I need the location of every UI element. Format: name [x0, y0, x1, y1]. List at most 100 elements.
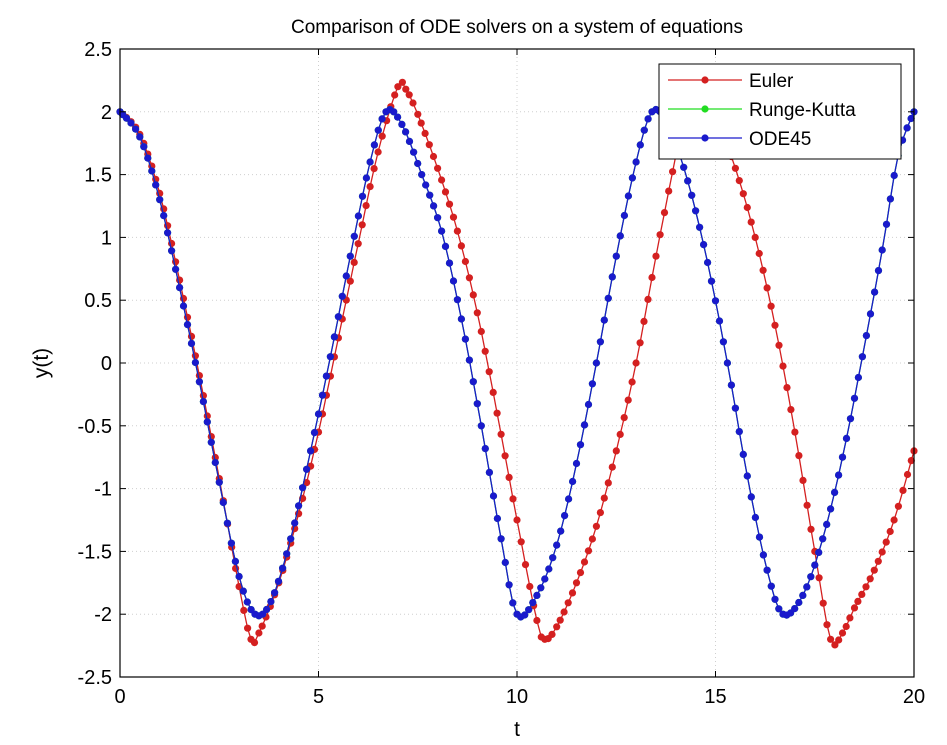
data-point-ode45 — [600, 316, 608, 324]
data-point-ode45 — [731, 404, 740, 412]
x-tick-label: 10 — [506, 686, 528, 708]
data-point-ode45 — [136, 133, 144, 141]
data-point-ode45 — [465, 356, 473, 364]
data-point-ode45 — [569, 477, 577, 486]
data-point-ode45 — [576, 441, 585, 449]
data-point-euler — [250, 639, 259, 647]
data-point-ode45 — [501, 558, 509, 567]
data-point-ode45 — [775, 605, 783, 613]
data-point-ode45 — [430, 202, 438, 210]
data-point-ode45 — [426, 191, 434, 199]
data-point-euler — [807, 525, 815, 533]
data-point-euler — [600, 494, 608, 502]
data-point-ode45 — [719, 338, 728, 346]
y-tick-label: 0 — [101, 353, 112, 375]
data-point-ode45 — [473, 400, 481, 408]
data-point-euler — [526, 582, 534, 591]
data-point-ode45 — [263, 605, 271, 614]
data-point-ode45 — [390, 108, 398, 116]
y-tick-label: -1 — [94, 479, 112, 501]
data-point-ode45 — [838, 453, 847, 461]
data-point-euler — [497, 430, 505, 438]
data-point-ode45 — [815, 548, 823, 557]
data-point-ode45 — [314, 410, 323, 418]
data-point-ode45 — [267, 598, 275, 606]
data-point-ode45 — [886, 195, 895, 203]
data-point-euler — [346, 277, 354, 285]
data-point-euler — [366, 183, 374, 191]
data-point-ode45 — [326, 353, 334, 361]
data-point-ode45 — [227, 539, 235, 547]
data-point-ode45 — [882, 220, 891, 228]
y-tick-label: 1 — [101, 227, 112, 249]
data-point-euler — [588, 535, 597, 543]
data-point-euler — [195, 372, 203, 380]
data-point-ode45 — [457, 315, 465, 323]
data-point-ode45 — [405, 137, 414, 145]
data-point-ode45 — [644, 115, 652, 123]
data-point-ode45 — [831, 488, 839, 496]
data-point-ode45 — [243, 598, 251, 606]
data-point-ode45 — [584, 400, 593, 409]
data-point-ode45 — [580, 421, 589, 429]
data-point-ode45 — [195, 378, 203, 386]
data-point-euler — [771, 321, 779, 329]
data-point-euler — [907, 457, 915, 465]
data-point-ode45 — [215, 478, 223, 486]
data-point-euler — [815, 574, 823, 582]
data-point-ode45 — [799, 591, 807, 600]
data-point-ode45 — [362, 174, 370, 182]
data-point-euler — [572, 579, 581, 587]
data-point-euler — [747, 218, 755, 226]
data-point-ode45 — [291, 519, 299, 527]
data-point-ode45 — [239, 587, 247, 595]
data-point-ode45 — [127, 119, 135, 127]
data-point-ode45 — [438, 227, 446, 235]
data-point-ode45 — [211, 458, 219, 467]
data-point-euler — [787, 406, 795, 414]
data-point-ode45 — [759, 551, 768, 559]
data-point-ode45 — [168, 247, 176, 255]
data-point-euler — [644, 295, 652, 303]
data-point-ode45 — [767, 582, 775, 590]
data-point-euler — [735, 177, 743, 185]
y-axis-label: y(t) — [30, 348, 53, 378]
data-point-ode45 — [346, 252, 354, 260]
data-point-euler — [473, 309, 481, 317]
legend: Euler Runge-Kutta ODE45 — [658, 63, 902, 160]
data-point-euler — [513, 516, 521, 524]
legend-label-euler: Euler — [749, 71, 794, 92]
data-point-ode45 — [557, 527, 565, 535]
data-point-ode45 — [533, 591, 541, 600]
data-point-euler — [743, 203, 751, 212]
data-point-euler — [441, 188, 450, 196]
data-point-ode45 — [862, 332, 871, 340]
data-point-ode45 — [723, 359, 732, 367]
data-point-ode45 — [164, 229, 172, 237]
data-point-ode45 — [191, 358, 199, 367]
data-point-euler — [485, 368, 493, 376]
data-point-ode45 — [485, 468, 493, 476]
data-point-ode45 — [588, 380, 597, 388]
data-point-ode45 — [743, 472, 751, 480]
data-point-euler — [445, 200, 454, 208]
data-point-ode45 — [223, 519, 231, 527]
legend-marker-euler — [701, 76, 709, 84]
legend-marker-runge-kutta — [701, 105, 709, 113]
data-point-ode45 — [497, 535, 505, 543]
data-point-ode45 — [418, 171, 426, 179]
data-point-ode45 — [219, 498, 227, 507]
data-point-ode45 — [803, 583, 811, 591]
data-point-ode45 — [132, 125, 140, 133]
data-point-euler — [596, 508, 605, 517]
data-point-ode45 — [608, 273, 616, 281]
data-point-euler — [501, 452, 509, 460]
data-point-ode45 — [144, 154, 152, 162]
data-point-ode45 — [624, 192, 633, 200]
data-point-euler — [858, 590, 866, 599]
data-point-euler — [453, 227, 461, 235]
data-point-ode45 — [537, 584, 545, 592]
data-point-ode45 — [692, 207, 700, 215]
y-tick-label: -2 — [94, 604, 112, 626]
data-point-ode45 — [148, 167, 156, 175]
